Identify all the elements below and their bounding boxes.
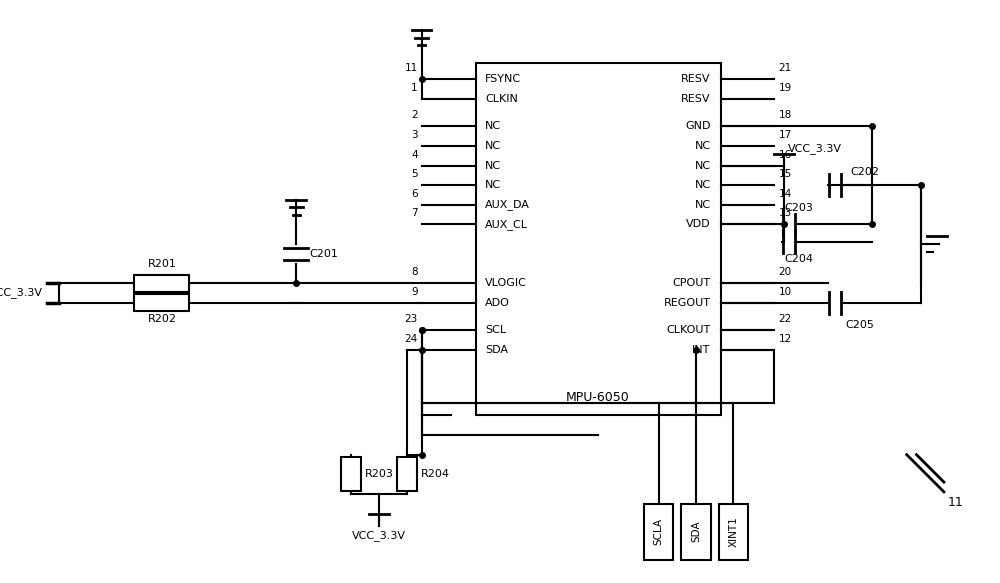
Text: 8: 8 [411,267,418,278]
Text: 11: 11 [404,64,418,73]
Text: CPOUT: CPOUT [673,278,711,288]
Text: VCC_3.3V: VCC_3.3V [352,530,406,541]
Text: 4: 4 [411,150,418,160]
Text: 20: 20 [778,267,791,278]
Text: 16: 16 [778,150,792,160]
Text: C205: C205 [845,320,874,330]
Text: VCC_3.3V: VCC_3.3V [788,143,842,154]
FancyBboxPatch shape [476,62,720,416]
Text: C202: C202 [851,167,880,177]
Text: 3: 3 [411,130,418,140]
Text: 12: 12 [778,334,792,344]
Text: XINT1: XINT1 [728,516,738,547]
Bar [134,275,189,292]
Text: SCLA: SCLA [654,518,664,545]
Text: AUX_DA: AUX_DA [485,199,530,210]
Text: AUX_CL: AUX_CL [485,219,528,230]
Text: MPU-6050: MPU-6050 [566,391,630,403]
Text: 13: 13 [778,209,792,219]
Text: NC: NC [485,180,501,190]
Text: 1: 1 [411,83,418,93]
Text: CLKOUT: CLKOUT [666,325,711,335]
Text: 19: 19 [778,83,792,93]
Text: 21: 21 [778,64,792,73]
Text: RESV: RESV [681,74,711,85]
Text: 7: 7 [411,209,418,219]
Text: RESV: RESV [681,94,711,104]
Bar [681,504,711,560]
Text: SDA: SDA [485,345,508,355]
Text: R201: R201 [147,259,176,269]
Text: C203: C203 [784,203,813,213]
Text: INT: INT [692,345,711,355]
Text: R202: R202 [147,314,176,324]
Text: 5: 5 [411,169,418,180]
Text: VCC_3.3V: VCC_3.3V [0,287,43,298]
Text: NC: NC [695,160,711,171]
Bar [719,504,748,560]
Text: 11: 11 [948,496,964,509]
Text: 6: 6 [411,189,418,199]
Text: 24: 24 [404,334,418,344]
Bar [134,294,189,311]
Text: CLKIN: CLKIN [485,94,518,104]
Text: GND: GND [685,121,711,131]
Text: SDA: SDA [691,521,701,542]
Text: NC: NC [695,200,711,210]
Text: R204: R204 [421,469,450,479]
Text: 22: 22 [778,314,792,324]
Text: 2: 2 [411,111,418,121]
Text: VLOGIC: VLOGIC [485,278,527,288]
Text: R203: R203 [365,469,394,479]
Text: ADO: ADO [485,298,510,308]
Text: NC: NC [485,160,501,171]
Bar [397,457,417,491]
Text: NC: NC [695,141,711,151]
Text: NC: NC [695,180,711,190]
Bar [341,457,361,491]
Text: 23: 23 [404,314,418,324]
Bar [644,504,673,560]
Text: 14: 14 [778,189,792,199]
Text: SCL: SCL [485,325,506,335]
Text: 9: 9 [411,287,418,297]
Text: 18: 18 [778,111,792,121]
Text: VDD: VDD [686,219,711,229]
Text: 17: 17 [778,130,792,140]
Text: 15: 15 [778,169,792,180]
Text: REGOUT: REGOUT [664,298,711,308]
Text: FSYNC: FSYNC [485,74,521,85]
Text: NC: NC [485,121,501,131]
Text: NC: NC [485,141,501,151]
Text: C201: C201 [309,249,338,259]
Text: C204: C204 [784,254,813,264]
Text: 10: 10 [778,287,791,297]
